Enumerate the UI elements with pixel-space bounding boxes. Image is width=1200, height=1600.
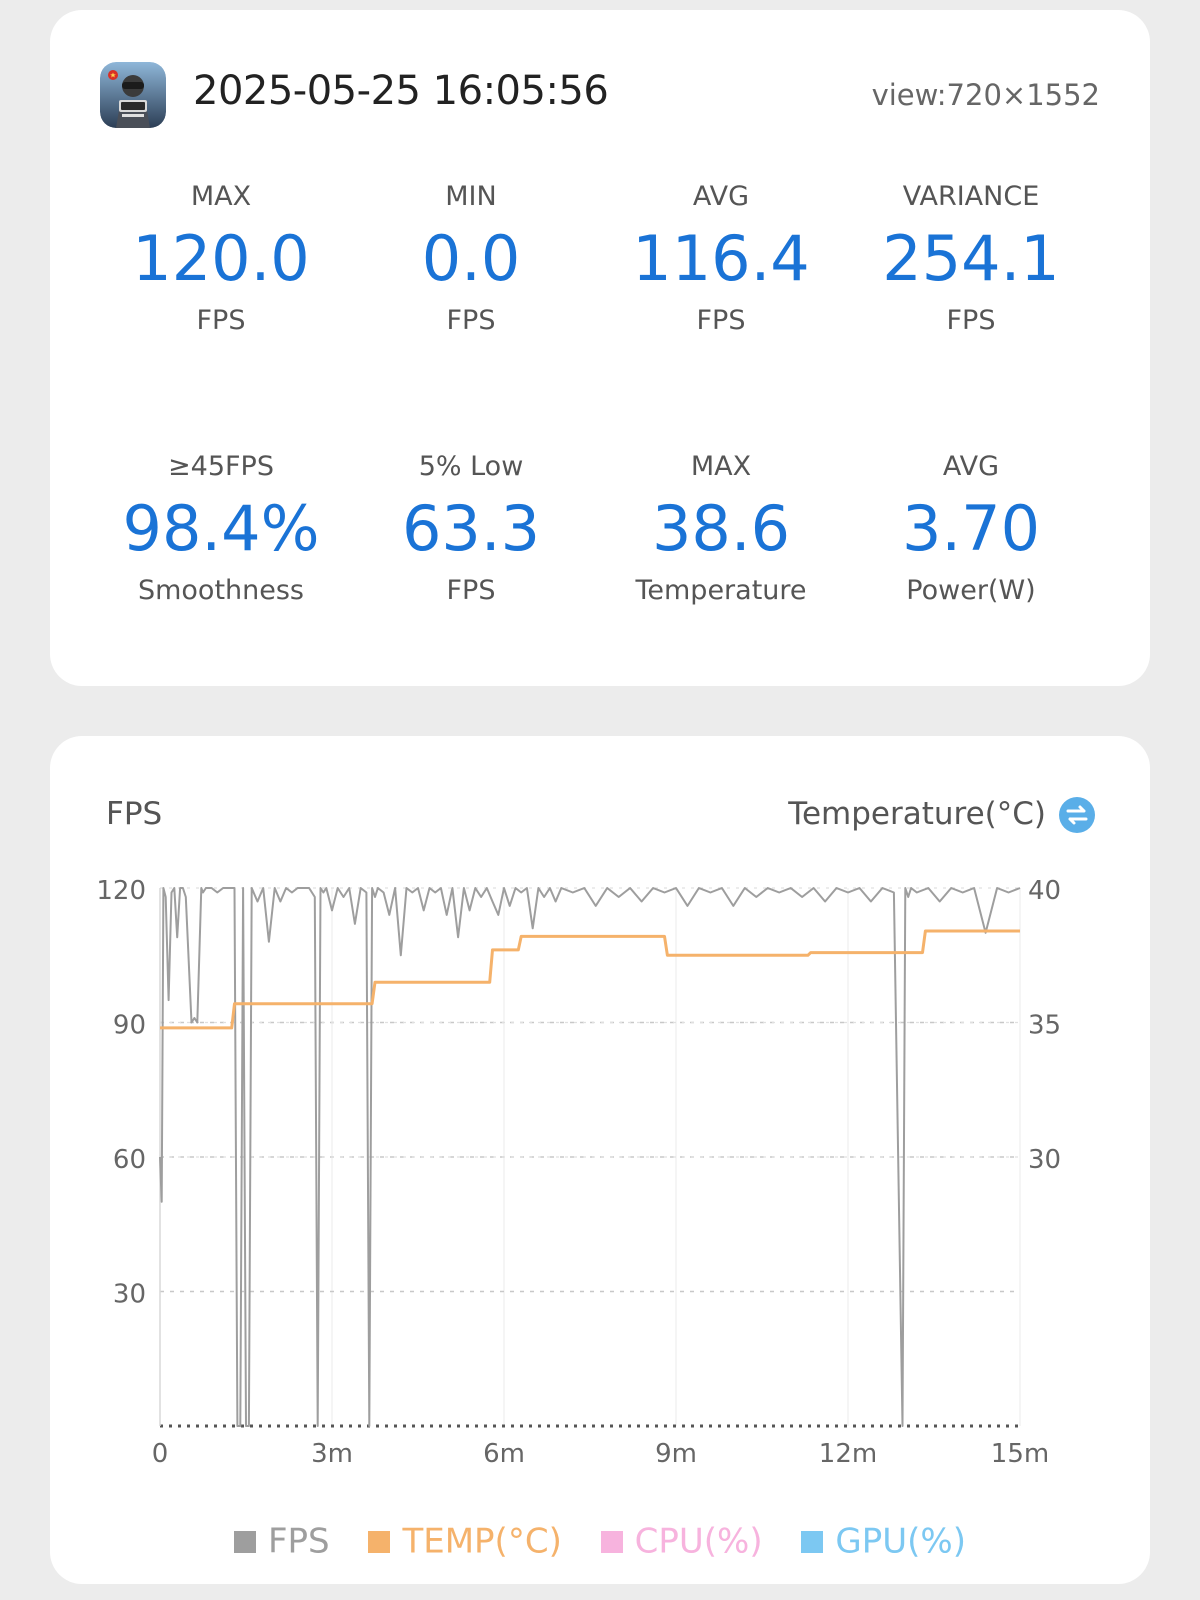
x-tick-label: 15m: [991, 1439, 1049, 1469]
legend-item-cpu[interactable]: CPU(%): [600, 1520, 763, 1562]
y2-tick-label: 40: [1028, 876, 1061, 906]
legend-item-gpu[interactable]: GPU(%): [801, 1520, 966, 1562]
chart-legend: FPS TEMP(°C) CPU(%) GPU(%): [50, 1520, 1150, 1562]
y2-tick-label: 35: [1028, 1011, 1061, 1041]
x-tick-label: 0: [152, 1439, 169, 1469]
x-tick-label: 6m: [483, 1439, 525, 1469]
app-icon[interactable]: [100, 62, 166, 128]
pubg-mobile-app-icon: [100, 62, 166, 128]
stat-value: 63.3: [401, 492, 541, 565]
view-resolution: view:720×1552: [871, 78, 1100, 112]
chart-left-title: FPS: [106, 796, 163, 832]
chart-card: FPS Temperature(°C) 30 60 90 120 30 35 40 0 3m 6m…: [50, 736, 1150, 1584]
y-tick-label: 120: [96, 876, 146, 906]
y-tick-label: 60: [113, 1145, 146, 1175]
legend-swatch: [368, 1530, 391, 1553]
stat-min-fps: MIN 0.0 FPS: [346, 180, 596, 338]
stat-value: 3.70: [901, 492, 1041, 565]
legend-label: TEMP(°C): [402, 1521, 562, 1562]
y-tick-label: 30: [113, 1280, 146, 1310]
fps-series-line: [159, 887, 1021, 1427]
fps-temperature-chart: 30 60 90 120 30 35 40 0 3m 6m 9m 12m 15m: [96, 876, 1061, 1469]
stat-value: 116.4: [632, 222, 810, 295]
legend-item-temp[interactable]: TEMP(°C): [368, 1520, 562, 1562]
stat-label: ≥45FPS: [168, 451, 274, 482]
stat-value: 0.0: [421, 222, 521, 295]
legend-swatch: [801, 1530, 824, 1553]
legend-item-fps[interactable]: FPS: [234, 1520, 330, 1562]
stat-variance: VARIANCE 254.1 FPS: [846, 180, 1096, 338]
stat-unit: Power(W): [906, 575, 1036, 606]
session-timestamp: 2025-05-25 16:05:56: [193, 68, 609, 114]
stat-label: MIN: [445, 181, 497, 212]
stat-unit: Smoothness: [137, 575, 305, 606]
stat-5pct-low: 5% Low 63.3 FPS: [346, 450, 596, 608]
y2-tick-label: 30: [1028, 1145, 1061, 1175]
stat-unit: FPS: [196, 305, 246, 336]
legend-swatch: [600, 1530, 623, 1553]
stat-avg-power: AVG 3.70 Power(W): [846, 450, 1096, 608]
stat-max-temperature: MAX 38.6 Temperature: [596, 450, 846, 608]
stat-unit: FPS: [446, 575, 496, 606]
stat-smoothness: ≥45FPS 98.4% Smoothness: [96, 450, 346, 608]
stat-label: MAX: [690, 451, 752, 482]
summary-card: 2025-05-25 16:05:56 view:720×1552 MAX 12…: [50, 10, 1150, 686]
x-tick-label: 9m: [655, 1439, 697, 1469]
legend-swatch: [234, 1530, 256, 1553]
temperature-series-line: [160, 929, 1020, 1030]
legend-label: CPU(%): [634, 1521, 763, 1562]
stat-label: AVG: [942, 451, 1000, 482]
stat-unit: FPS: [696, 305, 746, 336]
swap-arrows-icon[interactable]: [1058, 796, 1096, 834]
stat-value: 120.0: [132, 222, 310, 295]
y-tick-label: 90: [113, 1011, 146, 1041]
x-tick-label: 3m: [311, 1439, 353, 1469]
stat-value: 98.4%: [122, 492, 320, 565]
stat-unit: FPS: [946, 305, 996, 336]
x-tick-label: 12m: [819, 1439, 877, 1469]
legend-label: FPS: [268, 1521, 330, 1562]
stat-avg-fps: AVG 116.4 FPS: [596, 180, 846, 338]
stat-unit: FPS: [446, 305, 496, 336]
legend-label: GPU(%): [835, 1521, 966, 1562]
stat-label: AVG: [692, 181, 750, 212]
stat-label: VARIANCE: [902, 181, 1040, 212]
stat-label: 5% Low: [418, 451, 524, 482]
stat-max-fps: MAX 120.0 FPS: [96, 180, 346, 338]
chart-right-title[interactable]: Temperature(°C): [788, 796, 1046, 832]
stat-value: 38.6: [651, 492, 791, 565]
stat-value: 254.1: [882, 222, 1060, 295]
stat-unit: Temperature: [635, 575, 807, 606]
stat-label: MAX: [190, 181, 252, 212]
